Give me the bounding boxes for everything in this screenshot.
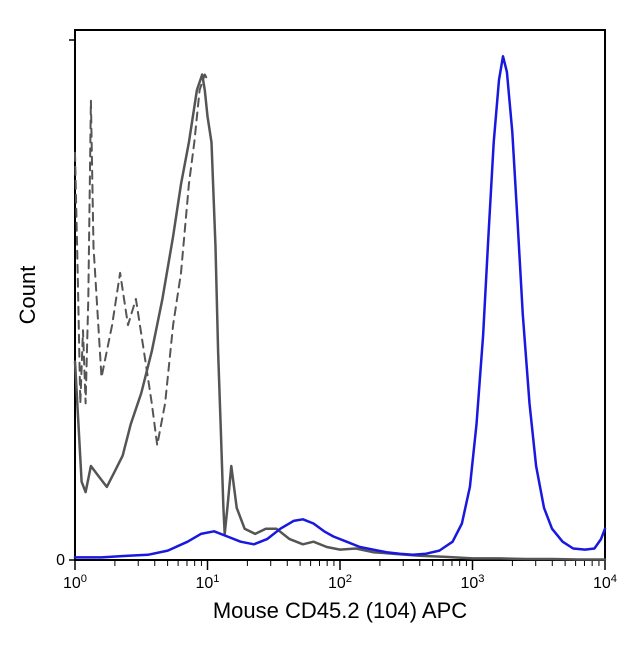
y-tick-zero: 0 <box>56 552 65 569</box>
x-axis-label: Mouse CD45.2 (104) APC <box>213 598 467 623</box>
chart-svg: 100101102103104Mouse CD45.2 (104) APC0Co… <box>0 0 640 646</box>
y-axis-label: Count <box>15 266 40 325</box>
flow-cytometry-histogram: 100101102103104Mouse CD45.2 (104) APC0Co… <box>0 0 640 646</box>
